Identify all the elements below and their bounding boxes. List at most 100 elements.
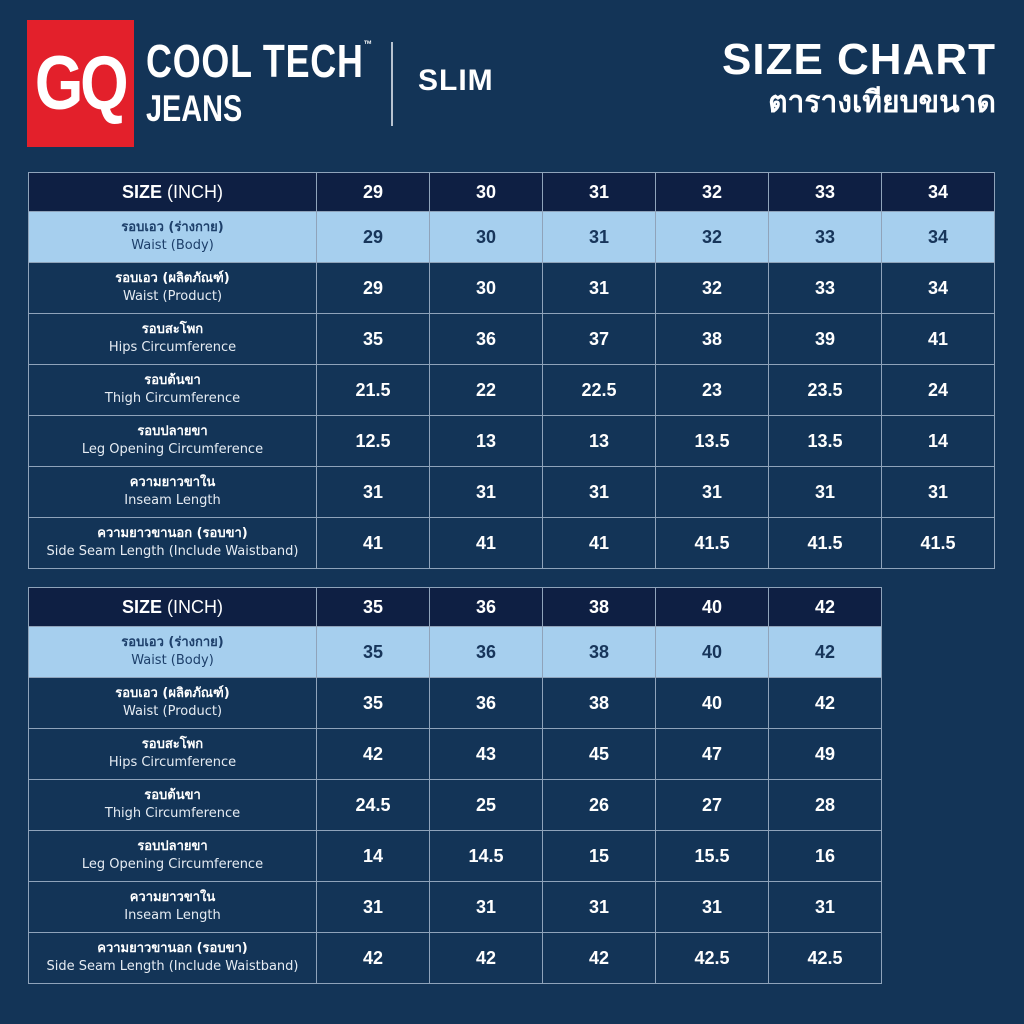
measurement-value: 14 bbox=[881, 415, 995, 467]
measurement-value: 31 bbox=[655, 466, 769, 518]
table-row: รอบสะโพก Hips Circumference 42 43 45 47 49 bbox=[28, 728, 882, 780]
measurement-label-english: Leg Opening Circumference bbox=[81, 857, 264, 872]
size-column-header: 42 bbox=[768, 587, 882, 627]
table-row: รอบปลายขา Leg Opening Circumference 12.5 13… bbox=[28, 415, 995, 467]
table-row: ความยาวขาใน Inseam Length 31 31 31 31 31 bbox=[28, 881, 882, 933]
measurement-label-english: Inseam Length bbox=[124, 493, 221, 508]
measurement-label: ความยาวขานอก (รอบขา) Side Seam Length (In… bbox=[28, 932, 317, 984]
measurement-label: รอบเอว (ร่างกาย) Waist (Body) bbox=[28, 211, 317, 263]
measurement-value: 34 bbox=[881, 262, 995, 314]
measurement-label-english: Inseam Length bbox=[124, 908, 221, 923]
size-column-header: 30 bbox=[429, 172, 543, 212]
measurement-value: 22 bbox=[429, 364, 543, 416]
product-line1: COOL TECH bbox=[146, 35, 364, 87]
measurement-value: 29 bbox=[316, 211, 430, 263]
table-row: รอบเอว (ร่างกาย) Waist (Body) 29 30 31 32 33 34 bbox=[28, 211, 995, 263]
measurement-value: 41 bbox=[542, 517, 656, 569]
size-header-unit: (INCH) bbox=[162, 181, 223, 202]
measurement-value: 31 bbox=[316, 881, 430, 933]
measurement-label: รอบสะโพก Hips Circumference bbox=[28, 313, 317, 365]
measurement-value: 38 bbox=[542, 677, 656, 729]
measurement-value: 42.5 bbox=[768, 932, 882, 984]
measurement-value: 39 bbox=[768, 313, 882, 365]
measurement-value: 14.5 bbox=[429, 830, 543, 882]
measurement-label-english: Leg Opening Circumference bbox=[81, 442, 264, 457]
measurement-value: 32 bbox=[655, 211, 769, 263]
size-table-1: SIZE (INCH) 29 30 31 32 33 34 รอบเอว (ร่างกาย) W… bbox=[28, 172, 995, 569]
measurement-value: 42 bbox=[316, 728, 430, 780]
measurement-value: 35 bbox=[316, 677, 430, 729]
measurement-label: รอบปลายขา Leg Opening Circumference bbox=[28, 830, 317, 882]
measurement-value: 49 bbox=[768, 728, 882, 780]
measurement-value: 31 bbox=[542, 262, 656, 314]
measurement-value: 41.5 bbox=[881, 517, 995, 569]
measurement-value: 27 bbox=[655, 779, 769, 831]
measurement-value: 25 bbox=[429, 779, 543, 831]
measurement-value: 33 bbox=[768, 211, 882, 263]
measurement-value: 12.5 bbox=[316, 415, 430, 467]
measurement-label: ความยาวขานอก (รอบขา) Side Seam Length (In… bbox=[28, 517, 317, 569]
measurement-value: 31 bbox=[542, 211, 656, 263]
size-header-unit: (INCH) bbox=[162, 596, 223, 617]
measurement-value: 13.5 bbox=[768, 415, 882, 467]
measurement-value: 31 bbox=[655, 881, 769, 933]
measurement-label-english: Side Seam Length (Include Waistband) bbox=[46, 959, 299, 974]
measurement-value: 15 bbox=[542, 830, 656, 882]
measurement-label-english: Side Seam Length (Include Waistband) bbox=[46, 544, 299, 559]
measurement-value: 13 bbox=[542, 415, 656, 467]
page-title-thai: ตารางเทียบขนาด bbox=[768, 85, 996, 120]
measurement-value: 23 bbox=[655, 364, 769, 416]
measurement-label-english: Hips Circumference bbox=[108, 340, 237, 355]
measurement-label-thai: ความยาวขาใน bbox=[129, 475, 216, 490]
measurement-value: 41 bbox=[429, 517, 543, 569]
measurement-value: 41 bbox=[881, 313, 995, 365]
measurement-value: 31 bbox=[429, 466, 543, 518]
table-row: รอบสะโพก Hips Circumference 35 36 37 38 39 41 bbox=[28, 313, 995, 365]
measurement-label: รอบเอว (ร่างกาย) Waist (Body) bbox=[28, 626, 317, 678]
measurement-label: ความยาวขาใน Inseam Length bbox=[28, 466, 317, 518]
measurement-value: 28 bbox=[768, 779, 882, 831]
measurement-label: รอบสะโพก Hips Circumference bbox=[28, 728, 317, 780]
table-row: รอบเอว (ผลิตภัณฑ์) Waist (Product) 35 36 38 4… bbox=[28, 677, 882, 729]
title-block: SIZE CHART ตารางเทียบขนาด bbox=[722, 38, 996, 118]
measurement-label-thai: รอบเอว (ผลิตภัณฑ์) bbox=[115, 271, 230, 286]
measurement-value: 33 bbox=[768, 262, 882, 314]
measurement-label: รอบต้นขา Thigh Circumference bbox=[28, 779, 317, 831]
table-row: ความยาวขานอก (รอบขา) Side Seam Length (In… bbox=[28, 517, 995, 569]
gq-logo: GQ bbox=[27, 20, 134, 147]
size-column-header: 38 bbox=[542, 587, 656, 627]
measurement-label-thai: รอบเอว (ร่างกาย) bbox=[121, 220, 224, 235]
measurement-value: 42 bbox=[768, 677, 882, 729]
measurement-value: 43 bbox=[429, 728, 543, 780]
measurement-label-english: Waist (Body) bbox=[131, 238, 214, 253]
table-row: รอบเอว (ร่างกาย) Waist (Body) 35 36 38 40 42 bbox=[28, 626, 882, 678]
size-column-header: 33 bbox=[768, 172, 882, 212]
fit-label: SLIM bbox=[418, 64, 494, 97]
measurement-value: 42.5 bbox=[655, 932, 769, 984]
measurement-label: ความยาวขาใน Inseam Length bbox=[28, 881, 317, 933]
measurement-value: 31 bbox=[542, 881, 656, 933]
header-divider bbox=[391, 42, 393, 126]
size-column-header: 36 bbox=[429, 587, 543, 627]
measurement-label-thai: รอบปลายขา bbox=[137, 839, 208, 854]
table-row: รอบเอว (ผลิตภัณฑ์) Waist (Product) 29 30 31 3… bbox=[28, 262, 995, 314]
measurement-value: 29 bbox=[316, 262, 430, 314]
product-name: COOL TECH™ JEANS bbox=[146, 38, 437, 127]
size-column-header: 29 bbox=[316, 172, 430, 212]
measurement-value: 38 bbox=[655, 313, 769, 365]
measurement-value: 37 bbox=[542, 313, 656, 365]
measurement-label: รอบเอว (ผลิตภัณฑ์) Waist (Product) bbox=[28, 677, 317, 729]
table-row: ความยาวขาใน Inseam Length 31 31 31 31 31 31 bbox=[28, 466, 995, 518]
measurement-value: 21.5 bbox=[316, 364, 430, 416]
measurement-value: 40 bbox=[655, 626, 769, 678]
measurement-value: 24 bbox=[881, 364, 995, 416]
measurement-value: 35 bbox=[316, 313, 430, 365]
measurement-label-thai: ความยาวขานอก (รอบขา) bbox=[97, 941, 248, 956]
measurement-value: 32 bbox=[655, 262, 769, 314]
table-row: รอบปลายขา Leg Opening Circumference 14 14.5… bbox=[28, 830, 882, 882]
measurement-value: 36 bbox=[429, 677, 543, 729]
measurement-label-thai: รอบเอว (ผลิตภัณฑ์) bbox=[115, 686, 230, 701]
measurement-value: 41.5 bbox=[655, 517, 769, 569]
measurement-value: 14 bbox=[316, 830, 430, 882]
size-header: SIZE (INCH) bbox=[28, 587, 317, 627]
